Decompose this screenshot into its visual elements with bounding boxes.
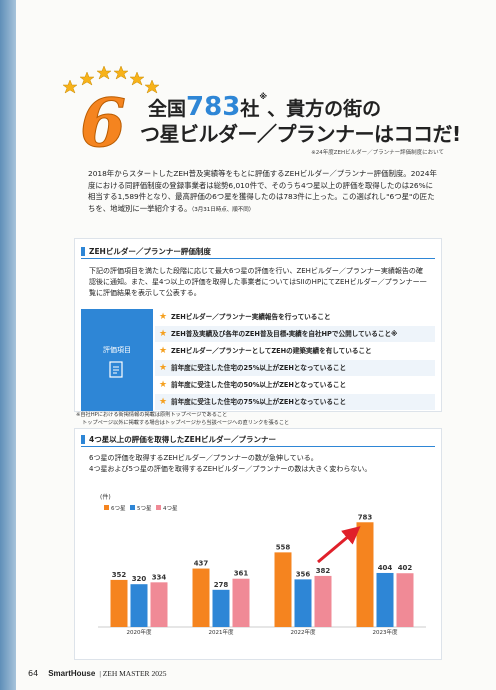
criteria-item: 前年度に受注した住宅の75%以上がZEHとなっていること bbox=[171, 398, 347, 406]
trend-arrow bbox=[317, 526, 361, 564]
criteria-box: ZEHビルダー／プランナー評価制度 下記の評価項目を満たした段階に応じて最大6つ… bbox=[74, 238, 442, 412]
section-title: ZEHビルダー／プランナー評価制度 bbox=[81, 245, 435, 259]
star bbox=[144, 79, 160, 94]
legend-label: 5つ星 bbox=[137, 505, 152, 512]
star bbox=[96, 65, 112, 80]
legend-swatch bbox=[104, 505, 109, 510]
issue: | ZEH MASTER 2025 bbox=[99, 669, 167, 678]
criteria-row: ★ 前年度に受注した住宅の25%以上がZEHとなっていること bbox=[155, 360, 435, 376]
criteria-label: 評価項目 bbox=[103, 346, 131, 354]
intro: 2018年からスタートしたZEH普及実績等をもとに評価するZEHビルダー／プラン… bbox=[88, 168, 440, 216]
title-line1: 全国783社※、貴方の街の bbox=[148, 92, 381, 122]
legend-label: 6つ星 bbox=[111, 505, 126, 512]
bar bbox=[356, 522, 374, 627]
data-label: 783 bbox=[358, 513, 373, 521]
star-icon: ★ bbox=[159, 397, 168, 407]
body-line: 6つ星の評価を取得するZEHビルダー／プランナーの数が急伸している。 bbox=[89, 454, 318, 462]
star bbox=[79, 71, 95, 86]
bar bbox=[396, 573, 414, 627]
spine bbox=[0, 0, 16, 690]
check-icon bbox=[109, 361, 123, 378]
footer: 64 SmartHouse | ZEH MASTER 2025 bbox=[28, 669, 166, 678]
data-label: 320 bbox=[132, 575, 147, 583]
intro-date: （3月31日時点、順不同） bbox=[191, 206, 255, 213]
section-title: 4つ星以上の評価を取得したZEHビルダー／プランナー bbox=[81, 433, 435, 447]
criteria-label-cell: 評価項目 bbox=[81, 309, 153, 411]
big-number: 6 bbox=[80, 84, 126, 162]
bar bbox=[274, 552, 292, 627]
x-tick-label: 2021年度 bbox=[209, 628, 234, 636]
title-line2: つ星ビルダー／プランナーはココだ! bbox=[140, 122, 461, 146]
star-icon: ★ bbox=[159, 346, 168, 356]
data-label: 278 bbox=[214, 581, 229, 589]
y-axis-label: (件) bbox=[100, 493, 111, 501]
page-number: 64 bbox=[28, 669, 39, 678]
criteria-item: ZEH普及実績及び各年のZEH普及目標・実績を自社HPで公開していること※ bbox=[171, 330, 398, 338]
bar bbox=[150, 582, 168, 627]
bar bbox=[192, 568, 210, 627]
x-tick-label: 2023年度 bbox=[373, 628, 398, 636]
criteria-row: ★ ZEHビルダー／プランナーとしてZEHの建築実績を有していること bbox=[155, 343, 435, 359]
criteria-item: 前年度に受注した住宅の50%以上がZEHとなっていること bbox=[171, 381, 347, 389]
data-label: 334 bbox=[152, 573, 167, 581]
bar bbox=[294, 579, 312, 627]
criteria-row: ★ ZEHビルダー／プランナー実績報告を行っていること bbox=[155, 309, 435, 325]
criteria-row: ★ 前年度に受注した住宅の50%以上がZEHとなっていること bbox=[155, 377, 435, 393]
criteria-item: ZEHビルダー／プランナーとしてZEHの建築実績を有していること bbox=[171, 347, 372, 355]
body-line: 4つ星および5つ星の評価を取得するZEHビルダー／プランナーの数は大きく変わらな… bbox=[89, 465, 372, 473]
data-label: 437 bbox=[194, 560, 209, 568]
data-label: 558 bbox=[276, 543, 291, 551]
title-text: 社 bbox=[240, 98, 260, 120]
data-label: 361 bbox=[234, 570, 249, 578]
title-text: 全国 bbox=[148, 98, 187, 120]
criteria-row: ★ ZEH普及実績及び各年のZEH普及目標・実績を自社HPで公開していること※ bbox=[155, 326, 435, 342]
footnote: トップページ以外に掲載する場合はトップページから当該ページへの直リンクを張ること bbox=[82, 419, 290, 426]
title-note: ※24年度ZEHビルダー／プランナー評価制度において bbox=[311, 150, 444, 156]
brand: SmartHouse bbox=[48, 669, 96, 678]
star-icon: ★ bbox=[159, 329, 168, 339]
legend-swatch bbox=[156, 505, 161, 510]
intro-text: 2018年からスタートしたZEH普及実績等をもとに評価するZEHビルダー／プラン… bbox=[88, 169, 437, 213]
x-tick-label: 2022年度 bbox=[291, 628, 316, 636]
criteria-row: ★ 前年度に受注した住宅の75%以上がZEHとなっていること bbox=[155, 394, 435, 410]
bar bbox=[376, 572, 394, 627]
criteria-table: 評価項目 ★ ZEHビルダー／プランナー実績報告を行っていること ★ ZEH普及実績及… bbox=[81, 309, 435, 411]
star bbox=[113, 65, 129, 80]
legend-swatch bbox=[130, 505, 135, 510]
x-tick-label: 2020年度 bbox=[127, 628, 152, 636]
data-label: 402 bbox=[398, 564, 413, 572]
title-mark: ※ bbox=[259, 92, 268, 101]
title-number: 783 bbox=[186, 92, 241, 122]
bar bbox=[212, 589, 230, 627]
star-icon: ★ bbox=[159, 312, 168, 322]
star bbox=[62, 79, 78, 94]
bar bbox=[232, 578, 250, 627]
criteria-item: 前年度に受注した住宅の25%以上がZEHとなっていること bbox=[171, 364, 347, 372]
data-label: 382 bbox=[316, 567, 331, 575]
legend-label: 4つ星 bbox=[163, 505, 178, 512]
criteria-item: ZEHビルダー／プランナー実績報告を行っていること bbox=[171, 313, 331, 321]
bar bbox=[110, 579, 128, 627]
data-label: 352 bbox=[112, 571, 127, 579]
section-body: 6つ星の評価を取得するZEHビルダー／プランナーの数が急伸している。 4つ星および… bbox=[89, 453, 427, 475]
bar bbox=[314, 575, 332, 627]
bar bbox=[130, 584, 148, 627]
footnote: ※自社HPにおける街掲情報の掲載は原則トップページであること bbox=[76, 412, 228, 418]
star bbox=[129, 71, 145, 86]
section-body: 下記の評価項目を満たした段階に応じて最大6つ星の評価を行い、ZEHビルダー／プラ… bbox=[89, 267, 427, 297]
footnotes: ※自社HPにおける街掲情報の掲載は原則トップページであること トップページ以外に掲… bbox=[76, 412, 289, 427]
star-icon: ★ bbox=[159, 363, 168, 373]
stars bbox=[62, 65, 160, 94]
star-icon: ★ bbox=[159, 380, 168, 390]
title-text: 、貴方の街の bbox=[267, 98, 382, 120]
data-label: 404 bbox=[378, 564, 393, 572]
data-label: 356 bbox=[296, 570, 311, 578]
